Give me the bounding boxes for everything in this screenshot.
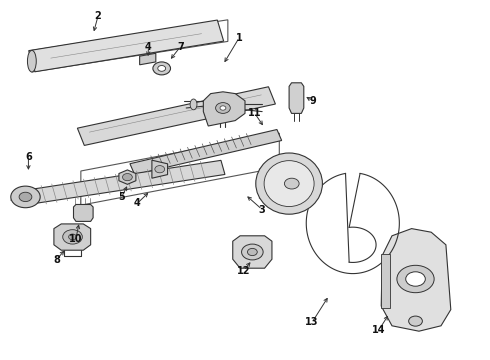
- Text: 7: 7: [177, 42, 184, 52]
- Polygon shape: [74, 204, 93, 221]
- Text: 8: 8: [53, 255, 60, 265]
- Polygon shape: [32, 160, 225, 203]
- Polygon shape: [203, 92, 245, 126]
- Circle shape: [153, 62, 171, 75]
- Polygon shape: [119, 170, 136, 184]
- Circle shape: [63, 230, 82, 244]
- Circle shape: [284, 178, 299, 189]
- Circle shape: [19, 192, 32, 202]
- Ellipse shape: [256, 153, 322, 214]
- Polygon shape: [289, 83, 304, 113]
- Circle shape: [69, 234, 76, 240]
- Polygon shape: [381, 254, 390, 308]
- Circle shape: [247, 248, 257, 256]
- Circle shape: [122, 174, 132, 181]
- Polygon shape: [140, 53, 156, 65]
- Text: 6: 6: [25, 152, 32, 162]
- Circle shape: [155, 166, 165, 173]
- Text: 10: 10: [69, 234, 83, 244]
- Circle shape: [158, 66, 166, 71]
- Polygon shape: [381, 229, 451, 331]
- Text: 13: 13: [305, 317, 319, 327]
- Circle shape: [406, 272, 425, 286]
- Circle shape: [242, 244, 263, 260]
- Text: 4: 4: [145, 42, 152, 52]
- Polygon shape: [54, 224, 91, 250]
- Polygon shape: [130, 130, 282, 175]
- Text: 9: 9: [309, 96, 316, 106]
- Polygon shape: [233, 236, 272, 268]
- Text: 11: 11: [248, 108, 262, 118]
- Polygon shape: [152, 160, 168, 178]
- Ellipse shape: [27, 50, 36, 72]
- Circle shape: [216, 103, 230, 113]
- Text: 5: 5: [118, 192, 125, 202]
- Text: 3: 3: [259, 204, 266, 215]
- Ellipse shape: [264, 161, 314, 207]
- Circle shape: [409, 316, 422, 326]
- Text: 2: 2: [95, 11, 101, 21]
- Text: 14: 14: [372, 325, 386, 335]
- Text: 4: 4: [134, 198, 141, 208]
- Polygon shape: [29, 20, 223, 72]
- Polygon shape: [77, 87, 275, 145]
- Circle shape: [397, 265, 434, 293]
- Text: 1: 1: [236, 33, 243, 43]
- Text: 12: 12: [237, 266, 250, 276]
- Circle shape: [220, 106, 226, 110]
- Circle shape: [11, 186, 40, 208]
- Ellipse shape: [190, 99, 197, 110]
